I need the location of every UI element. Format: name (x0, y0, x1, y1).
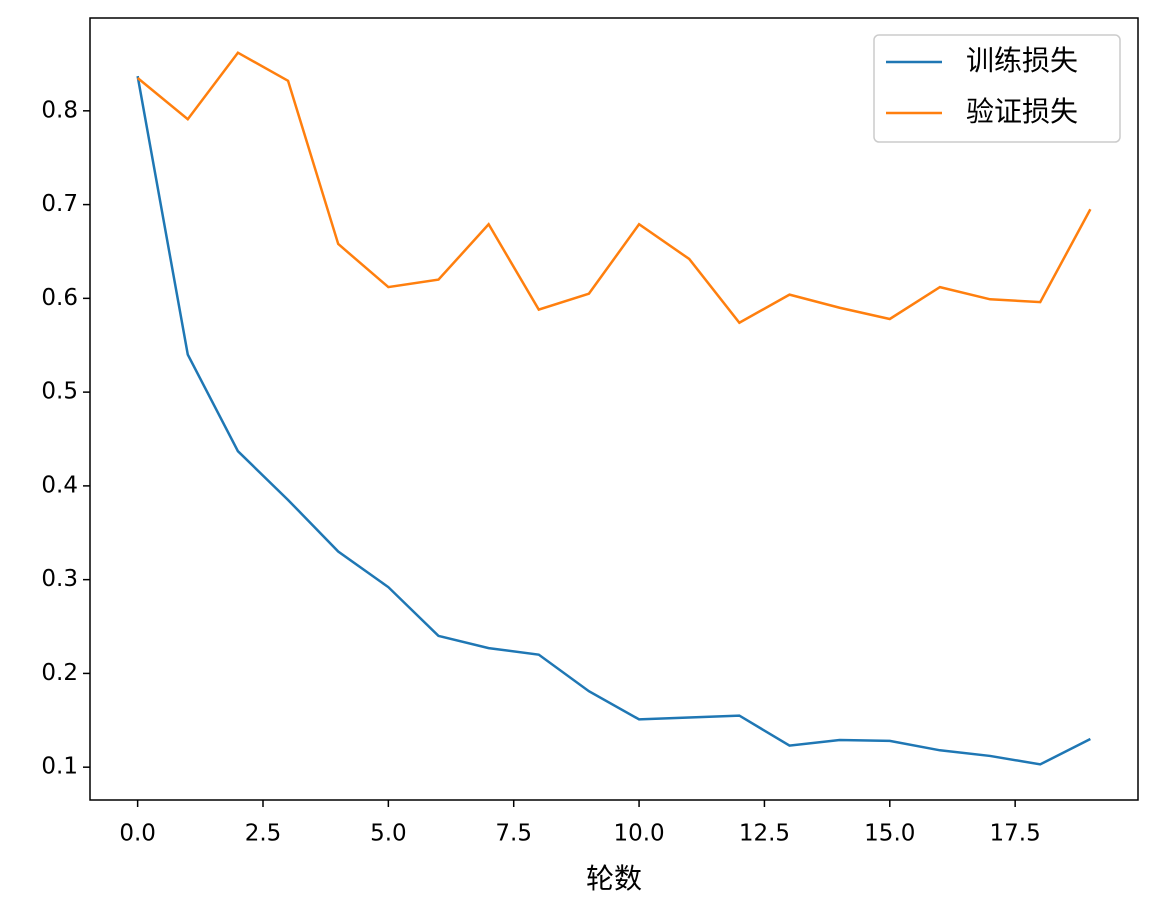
line-series (136, 75, 1091, 766)
x-tick-label: 15.0 (864, 821, 915, 847)
y-tick-label: 0.5 (41, 379, 78, 405)
x-tick-label: 0.0 (119, 821, 156, 847)
y-tick-label: 0.1 (41, 754, 78, 780)
y-tick-label: 0.4 (41, 472, 78, 498)
y-tick-label: 0.3 (41, 566, 78, 592)
legend-label: 训练损失 (966, 44, 1078, 77)
x-tick-label: 5.0 (370, 821, 407, 847)
line-series (136, 51, 1092, 325)
legend-label: 验证损失 (966, 95, 1078, 128)
y-tick-label: 0.2 (41, 660, 78, 686)
x-tick-label: 2.5 (245, 821, 282, 847)
y-tick-label: 0.6 (41, 285, 78, 311)
x-tick-label: 7.5 (495, 821, 532, 847)
y-tick-label: 0.7 (41, 191, 78, 217)
x-axis-label: 轮数 (586, 862, 642, 895)
x-tick-label: 10.0 (613, 821, 664, 847)
y-tick-label: 0.8 (41, 97, 78, 123)
x-tick-label: 12.5 (739, 821, 790, 847)
plot-frame (89, 17, 1139, 801)
x-tick-label: 17.5 (990, 821, 1041, 847)
